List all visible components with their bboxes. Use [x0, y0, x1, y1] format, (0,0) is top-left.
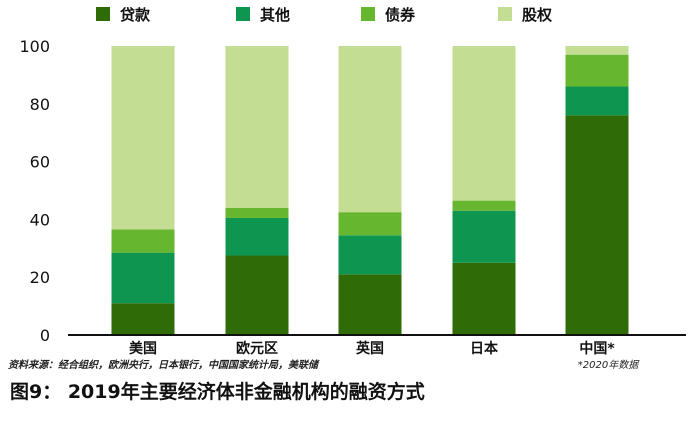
bar-segment-0-2	[111, 229, 175, 253]
x-category-label-0: 美国	[129, 340, 157, 357]
legend-swatch-0	[96, 7, 110, 21]
legend-swatch-2	[361, 7, 375, 21]
bar-segment-4-0	[565, 115, 629, 335]
legend-swatch-3	[498, 7, 512, 21]
bar-segment-4-2	[565, 54, 629, 87]
legend-label-2: 债券	[385, 6, 416, 24]
bar-segment-3-1	[452, 210, 516, 263]
bar-segment-2-0	[338, 274, 402, 335]
x-category-label-2: 英国	[355, 340, 384, 357]
legend-swatch-1	[236, 7, 250, 21]
bar-segment-1-1	[225, 217, 289, 256]
y-tick-label-4: 80	[30, 95, 50, 114]
x-category-label-3: 日本	[470, 340, 499, 357]
y-tick-label-5: 100	[19, 37, 50, 56]
bar-segment-2-2	[338, 212, 402, 236]
bar-segment-2-3	[338, 46, 402, 213]
bars-group	[111, 46, 629, 335]
y-tick-label-3: 60	[30, 153, 50, 172]
y-tick-label-2: 40	[30, 210, 50, 229]
legend: 贷款 其他 债券 股权	[96, 6, 553, 24]
bar-segment-0-3	[111, 46, 175, 230]
y-tick-label-0: 0	[40, 326, 50, 345]
bar-segment-0-0	[111, 303, 175, 335]
footnote: *2020年数据	[578, 359, 640, 371]
bar-segment-0-1	[111, 252, 175, 304]
bar-segment-4-1	[565, 86, 629, 116]
legend-label-1: 其他	[260, 6, 290, 24]
bar-segment-1-2	[225, 207, 289, 218]
x-category-label-4: 中国*	[579, 340, 615, 357]
bar-segment-3-2	[452, 200, 516, 211]
bar-segment-3-3	[452, 46, 516, 201]
x-category-label-1: 欧元区	[236, 340, 278, 357]
bar-segment-2-1	[338, 235, 402, 275]
source-note: 资料来源：经合组织，欧洲央行，日本银行，中国国家统计局，美联储	[8, 359, 320, 371]
legend-label-0: 贷款	[120, 6, 151, 24]
bar-segment-3-0	[452, 262, 516, 335]
x-axis-labels: 美国 欧元区 英国 日本 中国*	[129, 340, 615, 357]
chart-caption: 图9： 2019年主要经济体非金融机构的融资方式	[10, 380, 425, 403]
bar-segment-1-0	[225, 255, 289, 335]
y-axis: 0 20 40 60 80 100	[19, 37, 50, 345]
y-tick-label-1: 20	[30, 268, 50, 287]
legend-label-3: 股权	[522, 6, 553, 24]
bar-segment-4-3	[565, 46, 629, 55]
bar-segment-1-3	[225, 46, 289, 208]
